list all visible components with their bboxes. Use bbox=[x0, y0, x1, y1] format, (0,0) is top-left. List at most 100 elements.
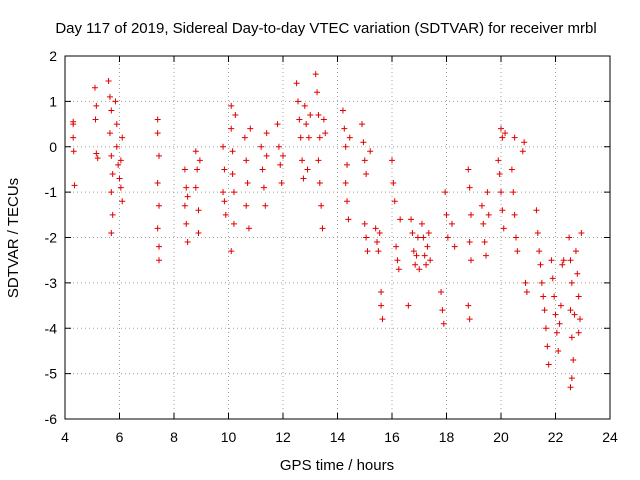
data-point bbox=[416, 266, 423, 273]
data-point bbox=[119, 198, 126, 205]
data-point bbox=[315, 157, 322, 164]
data-point bbox=[278, 180, 285, 187]
chart-title: Day 117 of 2019, Sidereal Day-to-day VTE… bbox=[55, 20, 596, 37]
data-point bbox=[538, 279, 545, 286]
data-point bbox=[183, 220, 190, 227]
data-point bbox=[344, 161, 351, 168]
data-point bbox=[420, 234, 427, 241]
data-point bbox=[316, 180, 323, 187]
data-point bbox=[154, 225, 161, 232]
data-point bbox=[468, 211, 475, 218]
data-point bbox=[544, 343, 551, 350]
y-axis-label: SDTVAR / TECUs bbox=[5, 178, 22, 298]
data-point bbox=[481, 239, 488, 246]
data-point bbox=[364, 248, 371, 255]
data-point bbox=[480, 220, 487, 227]
data-point bbox=[372, 225, 379, 232]
data-point bbox=[571, 311, 578, 318]
data-point bbox=[346, 134, 353, 141]
data-point bbox=[220, 189, 227, 196]
data-point bbox=[465, 302, 472, 309]
data-point bbox=[314, 89, 321, 96]
data-point bbox=[360, 139, 367, 146]
data-point bbox=[468, 257, 475, 264]
data-point bbox=[280, 152, 286, 159]
data-point bbox=[408, 216, 415, 223]
data-point bbox=[394, 257, 401, 264]
data-point bbox=[320, 116, 327, 123]
data-point bbox=[228, 125, 235, 132]
x-tick-label: 14 bbox=[330, 429, 346, 445]
x-tick-label: 24 bbox=[602, 429, 618, 445]
data-point bbox=[549, 275, 556, 282]
data-point bbox=[105, 77, 112, 84]
data-point bbox=[500, 225, 507, 232]
x-tick-label: 18 bbox=[439, 429, 455, 445]
data-point bbox=[156, 152, 163, 159]
data-point bbox=[304, 166, 311, 173]
data-point bbox=[551, 293, 558, 300]
x-tick-label: 20 bbox=[493, 429, 509, 445]
data-point bbox=[154, 180, 161, 187]
data-point bbox=[409, 229, 416, 236]
data-point bbox=[230, 189, 237, 196]
data-point bbox=[93, 102, 100, 109]
data-point bbox=[378, 288, 385, 295]
data-point bbox=[71, 182, 78, 189]
data-point bbox=[319, 225, 326, 232]
data-point bbox=[342, 143, 349, 150]
data-point bbox=[545, 361, 552, 368]
data-point bbox=[109, 170, 116, 177]
data-point bbox=[466, 239, 473, 246]
data-point bbox=[444, 234, 451, 241]
data-point bbox=[108, 107, 115, 114]
data-point bbox=[359, 121, 366, 128]
data-point bbox=[258, 143, 265, 150]
data-point bbox=[262, 202, 269, 209]
data-point bbox=[183, 184, 190, 191]
data-point bbox=[300, 175, 307, 182]
data-point bbox=[568, 334, 575, 341]
y-tick-label: -6 bbox=[45, 411, 58, 427]
data-point bbox=[115, 161, 122, 168]
data-point bbox=[70, 134, 77, 141]
data-point bbox=[478, 202, 485, 209]
data-point bbox=[156, 243, 163, 250]
data-point bbox=[108, 229, 115, 236]
data-point bbox=[299, 157, 306, 164]
data-point bbox=[184, 239, 191, 246]
plot-frame bbox=[64, 55, 611, 420]
data-point bbox=[548, 257, 555, 264]
data-point bbox=[552, 311, 559, 318]
data-point bbox=[277, 161, 284, 168]
data-point bbox=[496, 170, 503, 177]
data-point bbox=[181, 202, 188, 209]
data-point bbox=[511, 211, 518, 218]
data-point bbox=[260, 184, 267, 191]
data-point bbox=[412, 261, 419, 268]
data-point bbox=[536, 248, 543, 255]
data-point bbox=[566, 234, 573, 241]
data-point bbox=[512, 234, 519, 241]
data-point bbox=[534, 229, 541, 236]
data-point bbox=[192, 148, 199, 155]
data-point bbox=[341, 125, 348, 132]
data-point bbox=[541, 307, 548, 314]
data-point bbox=[533, 207, 540, 214]
data-point bbox=[113, 121, 120, 128]
data-point bbox=[156, 202, 163, 209]
x-tick-label: 8 bbox=[170, 429, 178, 445]
data-point bbox=[523, 288, 530, 295]
data-point bbox=[405, 302, 412, 309]
data-point bbox=[94, 155, 101, 162]
data-point bbox=[243, 202, 250, 209]
data-point bbox=[275, 143, 282, 150]
data-point bbox=[560, 257, 567, 264]
data-point bbox=[315, 111, 322, 118]
data-point bbox=[297, 134, 304, 141]
data-point bbox=[442, 189, 449, 196]
data-point bbox=[108, 152, 115, 159]
data-point bbox=[70, 118, 77, 125]
x-tick-label: 16 bbox=[384, 429, 400, 445]
data-point bbox=[363, 170, 370, 177]
